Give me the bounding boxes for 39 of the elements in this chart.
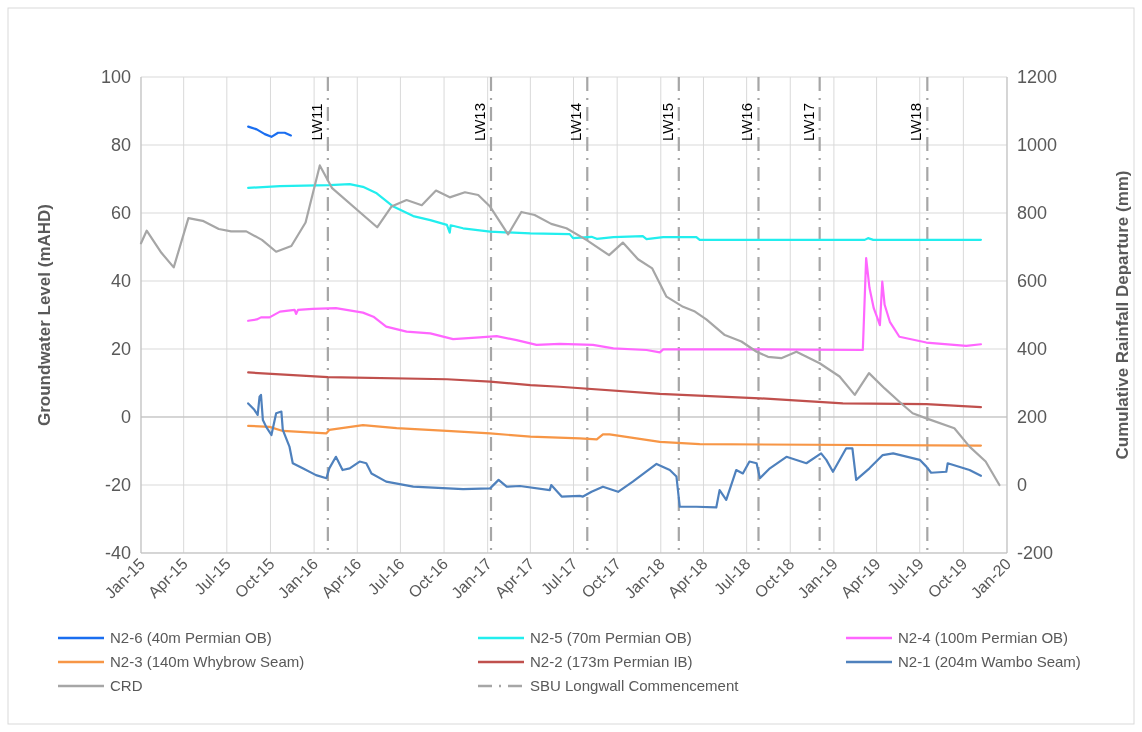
line-series [247, 393, 983, 509]
y-tick-label: 0 [120, 407, 131, 427]
y-tick-label: 40 [110, 271, 131, 291]
y2-tick-label: -200 [1017, 543, 1054, 563]
line-series [247, 371, 983, 409]
y2-tick-label: 400 [1017, 339, 1048, 359]
y-tick-label: -20 [104, 475, 131, 495]
y-tick-label: 80 [110, 135, 131, 155]
line-series [247, 424, 983, 447]
y-axis-title: Groundwater Level (mAHD) [35, 204, 54, 426]
y2-tick-label: 0 [1017, 475, 1028, 495]
legend-label: N2-6 (40m Permian OB) [110, 629, 272, 646]
text: SBU Longwall Commencement [530, 677, 740, 694]
line-series [247, 257, 983, 354]
y2-tick-label: 1200 [1017, 67, 1058, 87]
ref-line-label: LW17 [799, 102, 817, 142]
legend-label: N2-4 (100m Permian OB) [898, 629, 1069, 646]
ref-line-label: LW18 [907, 102, 925, 142]
ref-line-label: LW16 [738, 102, 756, 142]
y2-axis-title: Cumulative Rainfall Departure (mm) [1113, 170, 1132, 460]
legend-label: CRD [110, 677, 143, 694]
line-series [247, 125, 292, 138]
y-tick-label: -40 [104, 543, 131, 563]
legend-label: N2-1 (204m Wambo Seam) [898, 653, 1081, 670]
y-tick-label: 60 [110, 203, 131, 223]
y-tick-label: 20 [110, 339, 131, 359]
legend-label: N2-2 (173m Permian IB) [530, 653, 693, 670]
y2-tick-label: 1000 [1017, 135, 1058, 155]
ref-line-label: LW14 [567, 102, 585, 142]
legend-label: N2-3 (140m Whybrow Seam) [110, 653, 305, 670]
y2-tick-label: 600 [1017, 271, 1048, 291]
ref-line-label: LW11 [307, 103, 325, 141]
y2-tick-label: 800 [1017, 203, 1048, 223]
y2-tick-label: 200 [1017, 407, 1048, 427]
line-series [247, 183, 983, 241]
ref-line-label: LW13 [471, 102, 488, 142]
y-tick-label: 100 [100, 67, 131, 87]
ref-line-label: LW15 [658, 102, 676, 142]
legend-label: N2-5 (70m Permian OB) [530, 629, 692, 646]
